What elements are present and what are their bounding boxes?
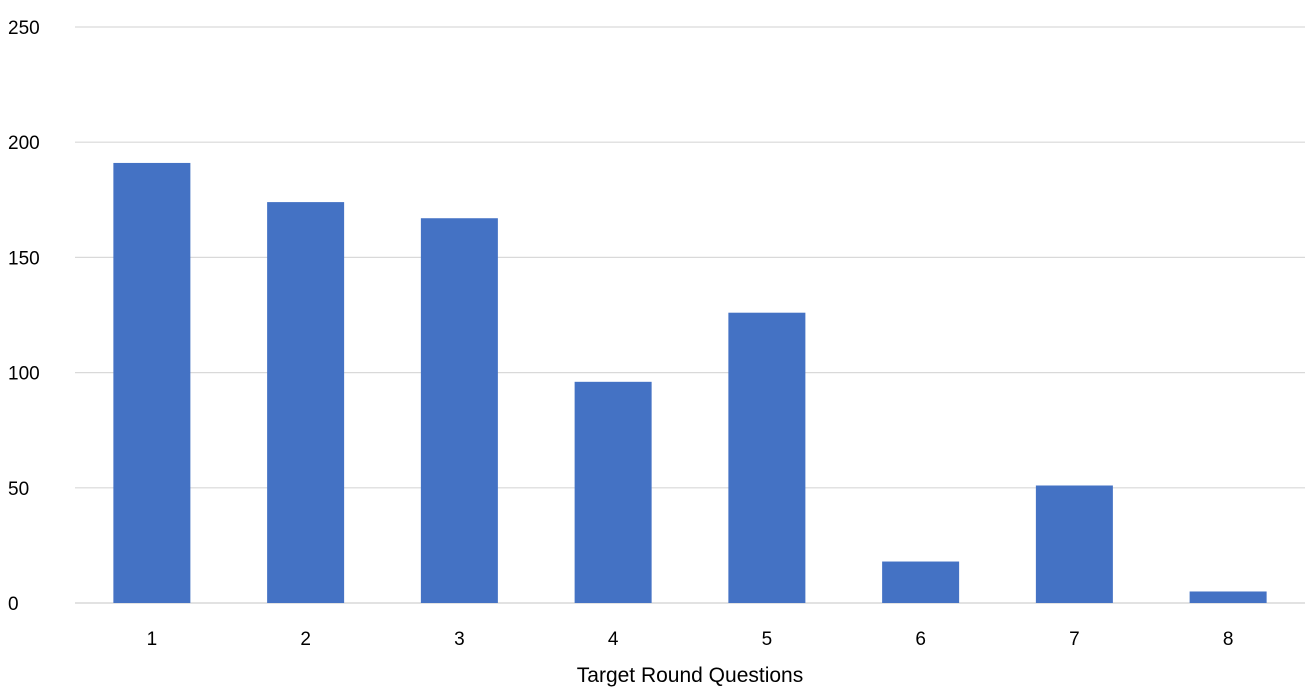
bar-2 [267, 202, 345, 603]
y-axis-tick-labels: 0 50 100 150 200 250 [8, 18, 40, 615]
y-tick-label: 0 [8, 594, 19, 615]
bar-7 [1035, 485, 1113, 603]
y-tick-label: 200 [8, 133, 40, 154]
x-axis-tick-labels: 1 2 3 4 5 6 7 8 [147, 629, 1234, 650]
bar-4 [574, 381, 652, 603]
x-tick-label: 5 [762, 629, 773, 650]
x-tick-label: 7 [1069, 629, 1080, 650]
bars [113, 162, 1267, 603]
y-tick-label: 150 [8, 248, 40, 269]
x-tick-label: 8 [1223, 629, 1234, 650]
x-tick-label: 6 [915, 629, 926, 650]
x-axis-title: Target Round Questions [577, 664, 803, 687]
bar-6 [882, 561, 960, 603]
bar-1 [113, 162, 191, 603]
x-tick-label: 1 [147, 629, 158, 650]
x-tick-label: 3 [454, 629, 465, 650]
bar-3 [420, 218, 498, 603]
x-tick-label: 2 [300, 629, 311, 650]
y-tick-label: 250 [8, 18, 40, 39]
gridlines [75, 26, 1305, 604]
x-tick-label: 4 [608, 629, 619, 650]
bar-5 [728, 312, 806, 603]
y-tick-label: 100 [8, 364, 40, 385]
bar-8 [1189, 591, 1267, 603]
y-tick-label: 50 [8, 479, 29, 500]
